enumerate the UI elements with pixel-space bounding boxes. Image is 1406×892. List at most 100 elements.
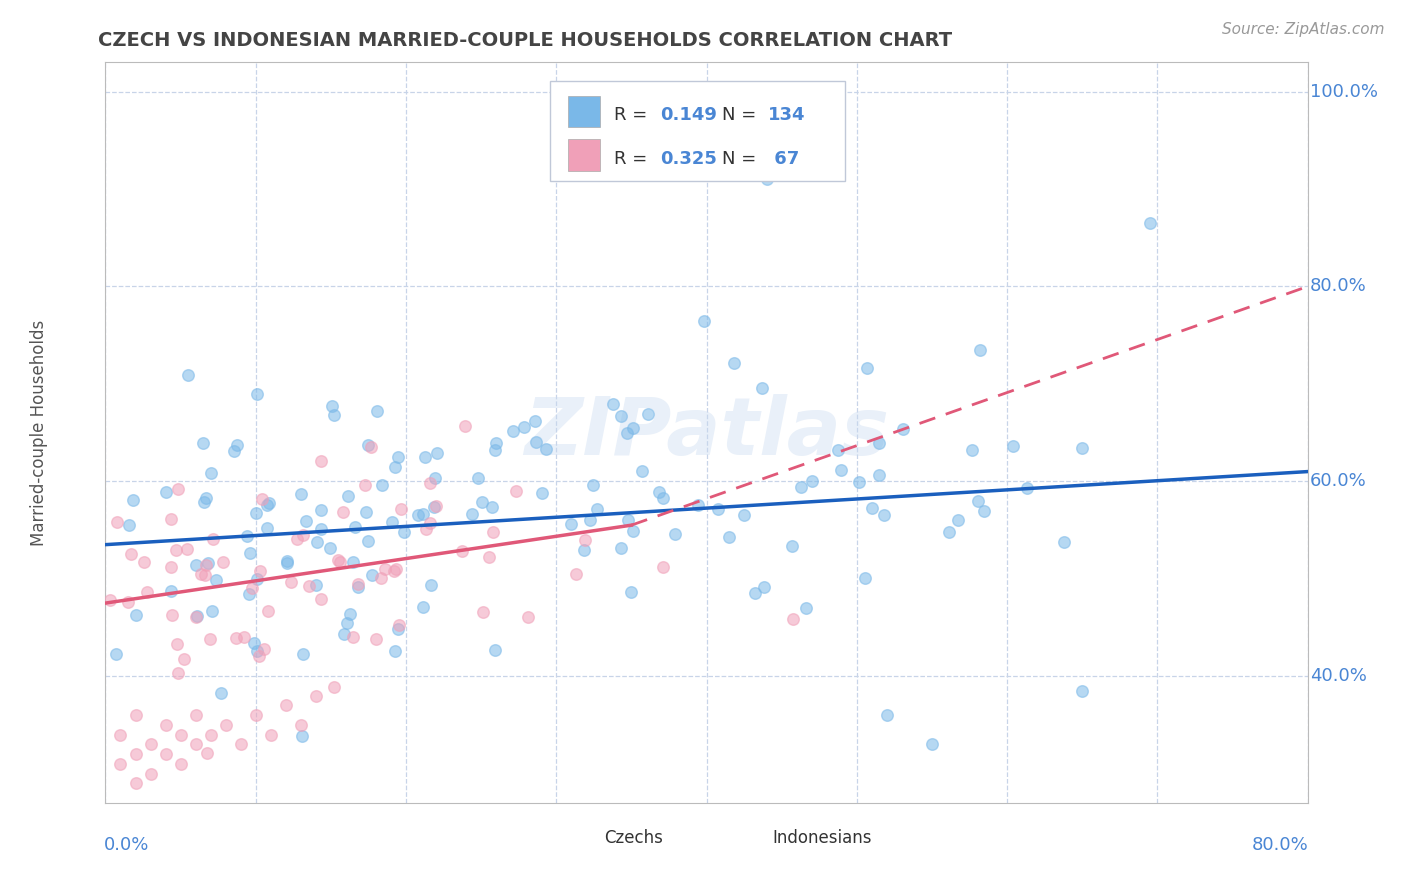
Point — [291, 730, 314, 744]
Point — [256, 521, 278, 535]
Point — [309, 592, 332, 607]
Point — [782, 612, 804, 626]
Point — [585, 501, 607, 516]
Point — [257, 495, 280, 509]
Point — [201, 532, 224, 546]
Point — [609, 409, 631, 424]
Point — [723, 356, 745, 370]
Point — [387, 450, 409, 464]
Point — [184, 737, 207, 751]
Point — [209, 686, 232, 700]
Point — [159, 560, 181, 574]
Point — [155, 747, 177, 761]
Point — [578, 513, 600, 527]
Point — [688, 498, 710, 512]
Point — [374, 562, 396, 576]
Point — [336, 489, 359, 503]
Point — [616, 426, 638, 441]
Point — [305, 689, 328, 703]
Point — [384, 644, 406, 658]
Point — [718, 530, 741, 544]
Point — [484, 642, 506, 657]
Point — [311, 522, 333, 536]
Point — [415, 522, 437, 536]
Point — [165, 543, 187, 558]
Point — [423, 500, 446, 514]
Text: 60.0%: 60.0% — [1310, 473, 1367, 491]
Point — [276, 556, 298, 570]
Point — [357, 533, 380, 548]
Point — [239, 546, 262, 560]
Point — [505, 483, 527, 498]
Text: 0.325: 0.325 — [659, 150, 717, 168]
Point — [637, 407, 659, 421]
Point — [370, 572, 392, 586]
Point — [311, 502, 333, 516]
Point — [200, 467, 222, 481]
Point — [242, 581, 264, 595]
Point — [830, 463, 852, 477]
Point — [169, 728, 191, 742]
Text: 0.0%: 0.0% — [104, 836, 149, 855]
Text: N =: N = — [723, 150, 756, 168]
Point — [177, 368, 200, 383]
Point — [191, 436, 214, 450]
Point — [467, 471, 489, 485]
Point — [225, 631, 247, 645]
FancyBboxPatch shape — [550, 81, 845, 181]
Point — [873, 508, 896, 522]
Point — [478, 549, 501, 564]
Point — [876, 708, 898, 723]
Text: 80.0%: 80.0% — [1251, 836, 1309, 855]
Point — [339, 607, 361, 621]
Point — [969, 343, 991, 358]
Point — [389, 501, 412, 516]
Point — [354, 478, 377, 492]
Point — [853, 571, 876, 585]
Point — [1002, 440, 1025, 454]
Point — [260, 728, 283, 742]
Point — [139, 766, 162, 780]
Text: Married-couple Households: Married-couple Households — [31, 319, 48, 546]
Point — [502, 424, 524, 438]
Point — [973, 503, 995, 517]
Point — [482, 524, 505, 539]
Point — [744, 586, 766, 600]
Point — [110, 728, 132, 742]
Point — [122, 493, 145, 508]
Point — [246, 387, 269, 401]
Point — [195, 491, 218, 506]
Point — [425, 499, 447, 513]
Point — [333, 626, 356, 640]
Point — [620, 585, 643, 599]
Point — [484, 436, 506, 450]
Point — [336, 615, 359, 630]
Point — [524, 435, 547, 450]
Point — [531, 486, 554, 500]
Point — [124, 747, 146, 761]
Point — [253, 641, 276, 656]
Point — [238, 587, 260, 601]
Point — [860, 500, 883, 515]
Point — [160, 607, 183, 622]
Point — [321, 399, 343, 413]
Point — [118, 518, 141, 533]
Point — [292, 647, 315, 661]
Point — [344, 520, 367, 534]
Point — [794, 601, 817, 615]
Point — [425, 471, 447, 485]
Point — [364, 632, 387, 646]
Point — [285, 532, 308, 546]
Text: 0.149: 0.149 — [659, 106, 717, 124]
Point — [229, 737, 252, 751]
Point — [292, 528, 315, 542]
Point — [388, 618, 411, 632]
Point — [484, 442, 506, 457]
Point — [110, 756, 132, 771]
Point — [124, 708, 146, 723]
Point — [193, 494, 215, 508]
Point — [166, 637, 188, 651]
FancyBboxPatch shape — [568, 96, 599, 127]
FancyBboxPatch shape — [568, 139, 599, 170]
Point — [294, 514, 316, 528]
